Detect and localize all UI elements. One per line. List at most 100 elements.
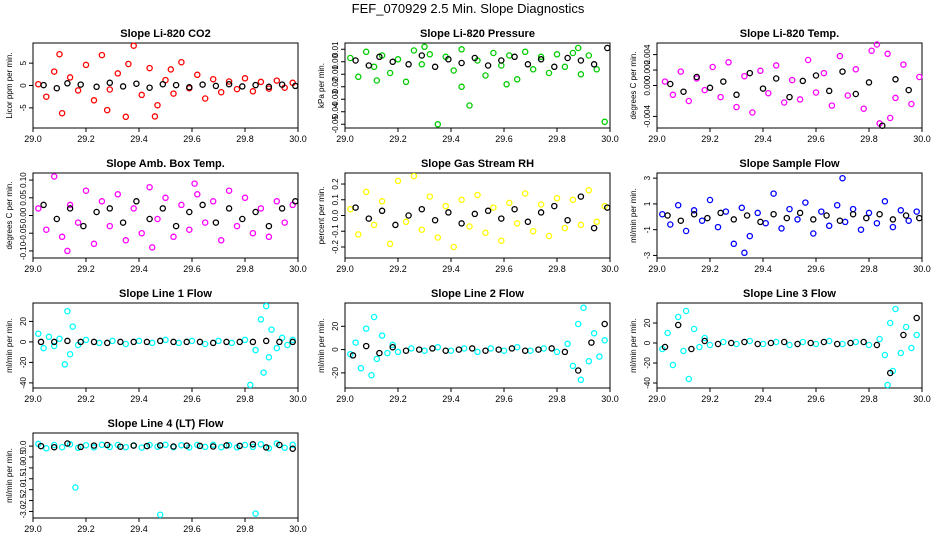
data-point [178, 441, 185, 449]
overlay-point [415, 346, 423, 353]
plot-frame [344, 42, 611, 129]
y-axis-label: ml/min per min. [5, 448, 14, 503]
x-tick-label: 30.0 [289, 134, 307, 144]
y-tick-label: 0.01 [331, 41, 340, 57]
data-point [506, 52, 513, 59]
data-point [913, 208, 920, 215]
data-point [778, 225, 785, 232]
data-point [373, 77, 381, 84]
overlay-point [431, 63, 439, 71]
overlay-point [252, 81, 259, 89]
overlay-point [50, 443, 58, 451]
overlay-point [143, 442, 151, 450]
data-point [98, 441, 106, 449]
data-point [818, 208, 825, 215]
data-point [209, 75, 217, 83]
overlay-point [130, 338, 137, 346]
x-tick-label: 29.6 [183, 524, 201, 534]
chart-panel-8: Slope Line 2 Flow 29.0 29.2 29.4 29.6 29.8 30.… [317, 288, 619, 404]
overlay-point [265, 222, 273, 230]
x-tick-label: 29.8 [860, 264, 878, 274]
x-tick-label: 30.0 [913, 134, 931, 144]
overlay-point [916, 214, 923, 222]
overlay-point [535, 346, 542, 353]
data-point [884, 50, 891, 58]
x-tick-label: 29.4 [754, 264, 772, 274]
data-point [402, 218, 410, 226]
overlay-point [117, 443, 124, 450]
overlay-point [199, 81, 206, 88]
overlay-point [511, 205, 518, 213]
data-point [43, 226, 50, 233]
data-point [418, 226, 426, 233]
data-point [490, 49, 497, 57]
data-point [56, 335, 63, 343]
x-tick-label: 29.0 [648, 394, 666, 404]
data-point [257, 205, 265, 212]
data-point [241, 441, 249, 449]
data-point [233, 85, 241, 93]
y-tick-label: 20 [19, 316, 28, 325]
y-tick-label: -0.05 [331, 115, 340, 134]
overlay-point [239, 215, 246, 223]
overlay-point [365, 62, 373, 69]
x-tick-label: 30.0 [289, 264, 307, 274]
overlay-point [852, 90, 860, 98]
x-tick-label: 30.0 [913, 264, 931, 274]
data-point [378, 332, 386, 339]
overlay-point [93, 208, 100, 216]
data-point [426, 193, 434, 200]
overlay-point [172, 222, 180, 230]
data-point [434, 343, 442, 351]
overlay-point [812, 72, 820, 79]
data-point [714, 223, 722, 231]
x-tick-label: 29.8 [860, 394, 878, 404]
overlay-point [913, 314, 920, 322]
overlay-point [551, 202, 558, 210]
overlay-point [37, 338, 45, 346]
data-point [450, 243, 457, 251]
data-point [72, 484, 79, 491]
data-point [130, 205, 137, 212]
data-point [836, 52, 844, 60]
data-point [709, 63, 716, 71]
data-point [151, 113, 159, 120]
overlay-point [604, 44, 611, 52]
data-point [717, 93, 724, 101]
chart-panel-2: Slope Li-820 Pressure 29.0 29.2 29.4 29.6 29.… [317, 28, 619, 144]
y-tick-label: -0.05 [19, 224, 28, 243]
data-point [61, 361, 69, 368]
data-point [249, 88, 257, 95]
data-point [355, 73, 362, 81]
overlay-point [863, 214, 870, 222]
data-point [852, 66, 860, 73]
overlay-point [352, 204, 359, 211]
overlay-point [289, 445, 296, 452]
data-point [868, 47, 875, 54]
overlay-point [389, 58, 396, 66]
data-point [746, 232, 754, 240]
y-tick-label: 0 [331, 347, 340, 352]
overlay-point [156, 442, 164, 449]
data-point [35, 330, 42, 337]
data-point [170, 90, 177, 97]
data-point [228, 339, 236, 347]
x-tick-label: 29.4 [130, 134, 148, 144]
x-tick-label: 29.2 [701, 134, 719, 144]
x-tick-label: 29.0 [336, 264, 354, 274]
data-point [191, 180, 198, 187]
data-point [733, 103, 740, 111]
y-tick-label: 5 [19, 60, 28, 65]
data-point [696, 343, 703, 351]
overlay-point [352, 57, 359, 64]
data-point [241, 336, 249, 344]
data-point [122, 443, 130, 451]
data-point [98, 198, 106, 205]
data-point [680, 347, 687, 355]
data-point [148, 339, 156, 347]
x-tick-label: 29.6 [495, 264, 513, 274]
chart-title: Slope Line 1 Flow [119, 288, 212, 300]
data-point [357, 364, 365, 372]
data-point [389, 341, 396, 349]
plot-frame [32, 172, 299, 259]
